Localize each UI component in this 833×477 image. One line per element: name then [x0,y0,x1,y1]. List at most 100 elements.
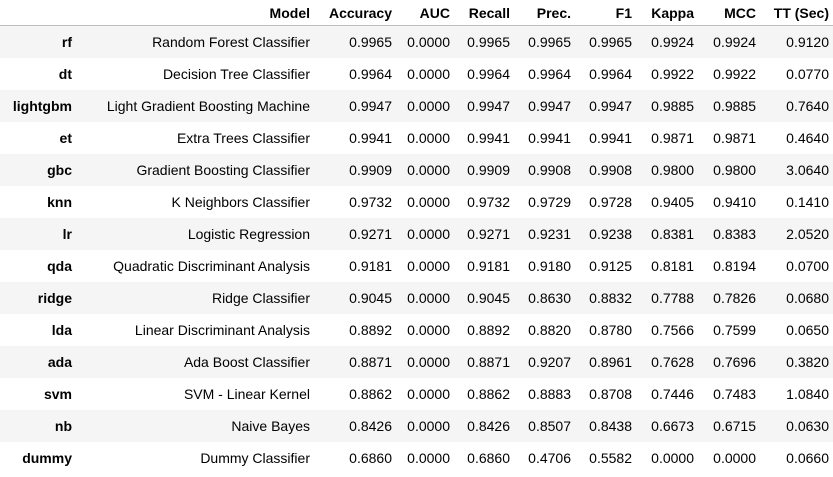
cell-recall: 0.9181 [467,257,510,274]
cell-mcc: 0.9871 [713,129,756,146]
cell-model: Random Forest Classifier [152,33,310,50]
cell-model: Quadratic Discriminant Analysis [113,257,310,274]
cell-accuracy: 0.9947 [349,97,392,114]
cell-auc: 0.0000 [407,289,450,306]
cell-auc: 0.0000 [407,193,450,210]
row-index: et [59,129,72,146]
cell-f1: 0.9965 [589,33,632,50]
cell-precision: 0.9941 [528,129,571,146]
cell-model: Decision Tree Classifier [162,65,310,82]
cell-recall: 0.6860 [467,449,510,466]
cell-tt-sec: 0.0700 [786,257,829,274]
cell-model: Naive Bayes [231,417,310,434]
cell-auc: 0.0000 [407,449,450,466]
cell-kappa: 0.9800 [651,161,694,178]
cell-precision: 0.8883 [528,385,571,402]
cell-precision: 0.9180 [528,257,571,274]
cell-recall: 0.8892 [467,321,510,338]
cell-accuracy: 0.9941 [349,129,392,146]
cell-precision: 0.9207 [528,353,571,370]
cell-model: SVM - Linear Kernel [183,385,310,402]
cell-recall: 0.9909 [467,161,510,178]
cell-tt-sec: 0.3820 [786,353,829,370]
cell-f1: 0.5582 [589,449,632,466]
cell-model: Linear Discriminant Analysis [134,321,310,338]
cell-precision: 0.9964 [528,65,571,82]
row-index: ada [47,353,72,370]
cell-tt-sec: 0.0650 [786,321,829,338]
cell-accuracy: 0.8862 [349,385,392,402]
cell-mcc: 0.7599 [713,321,756,338]
cell-kappa: 0.9405 [651,193,694,210]
cell-auc: 0.0000 [407,353,450,370]
cell-tt-sec: 0.1410 [786,193,829,210]
cell-accuracy: 0.8892 [349,321,392,338]
cell-accuracy: 0.8426 [349,417,392,434]
cell-model: K Neighbors Classifier [171,193,311,210]
table-row: svm SVM - Linear Kernel 0.8862 0.0000 0.8862… [0,377,833,410]
header-precision: Prec. [514,0,575,26]
cell-kappa: 0.8381 [651,225,694,242]
cell-kappa: 0.0000 [651,449,694,466]
cell-precision: 0.9965 [528,33,571,50]
header-auc: AUC [396,0,454,26]
header-index [0,0,80,26]
cell-f1: 0.9238 [589,225,632,242]
cell-f1: 0.9964 [589,65,632,82]
row-index: lda [51,321,72,338]
cell-tt-sec: 0.4640 [786,129,829,146]
cell-accuracy: 0.9909 [349,161,392,178]
cell-model: Gradient Boosting Classifier [136,161,310,178]
row-index: lr [62,225,72,242]
cell-precision: 0.9947 [528,97,571,114]
cell-f1: 0.9908 [589,161,632,178]
table-body: rf Random Forest Classifier 0.9965 0.0000 0.… [0,25,833,474]
cell-tt-sec: 0.0680 [786,289,829,306]
cell-tt-sec: 0.0630 [786,417,829,434]
cell-tt-sec: 0.0660 [786,449,829,466]
cell-mcc: 0.6715 [713,417,756,434]
cell-f1: 0.9947 [589,97,632,114]
cell-kappa: 0.6673 [651,417,694,434]
cell-recall: 0.9732 [467,193,510,210]
cell-model: Light Gradient Boosting Machine [106,97,310,114]
cell-precision: 0.4706 [528,449,571,466]
cell-kappa: 0.7446 [651,385,694,402]
cell-f1: 0.8961 [589,353,632,370]
row-index: rf [61,33,72,50]
cell-recall: 0.9947 [467,97,510,114]
cell-mcc: 0.7826 [713,289,756,306]
cell-auc: 0.0000 [407,257,450,274]
table-row: knn K Neighbors Classifier 0.9732 0.0000 0.9… [0,185,833,218]
cell-f1: 0.8438 [589,417,632,434]
cell-kappa: 0.7788 [651,289,694,306]
header-recall: Recall [454,0,514,26]
header-f1: F1 [575,0,636,26]
row-index: gbc [47,161,72,178]
row-index: dummy [22,449,72,466]
cell-accuracy: 0.9045 [349,289,392,306]
table-row: nb Naive Bayes 0.8426 0.0000 0.8426 0.8507 0.8… [0,409,833,442]
cell-kappa: 0.9922 [651,65,694,82]
cell-tt-sec: 0.9120 [786,33,829,50]
cell-model: Logistic Regression [187,225,310,242]
cell-mcc: 0.0000 [713,449,756,466]
cell-recall: 0.8871 [467,353,510,370]
row-index: svm [43,385,72,402]
row-index: nb [54,417,72,434]
table-row: dt Decision Tree Classifier 0.9964 0.0000 0.… [0,57,833,90]
row-index: ridge [37,289,72,306]
cell-f1: 0.8832 [589,289,632,306]
cell-f1: 0.8780 [589,321,632,338]
cell-mcc: 0.9885 [713,97,756,114]
cell-accuracy: 0.9965 [349,33,392,50]
cell-recall: 0.8862 [467,385,510,402]
cell-tt-sec: 0.7640 [786,97,829,114]
cell-precision: 0.8630 [528,289,571,306]
cell-recall: 0.9941 [467,129,510,146]
cell-accuracy: 0.9271 [349,225,392,242]
cell-tt-sec: 1.0840 [786,385,829,402]
table-row: lr Logistic Regression 0.9271 0.0000 0.9271 0… [0,217,833,250]
cell-precision: 0.8507 [528,417,571,434]
cell-precision: 0.9231 [528,225,571,242]
